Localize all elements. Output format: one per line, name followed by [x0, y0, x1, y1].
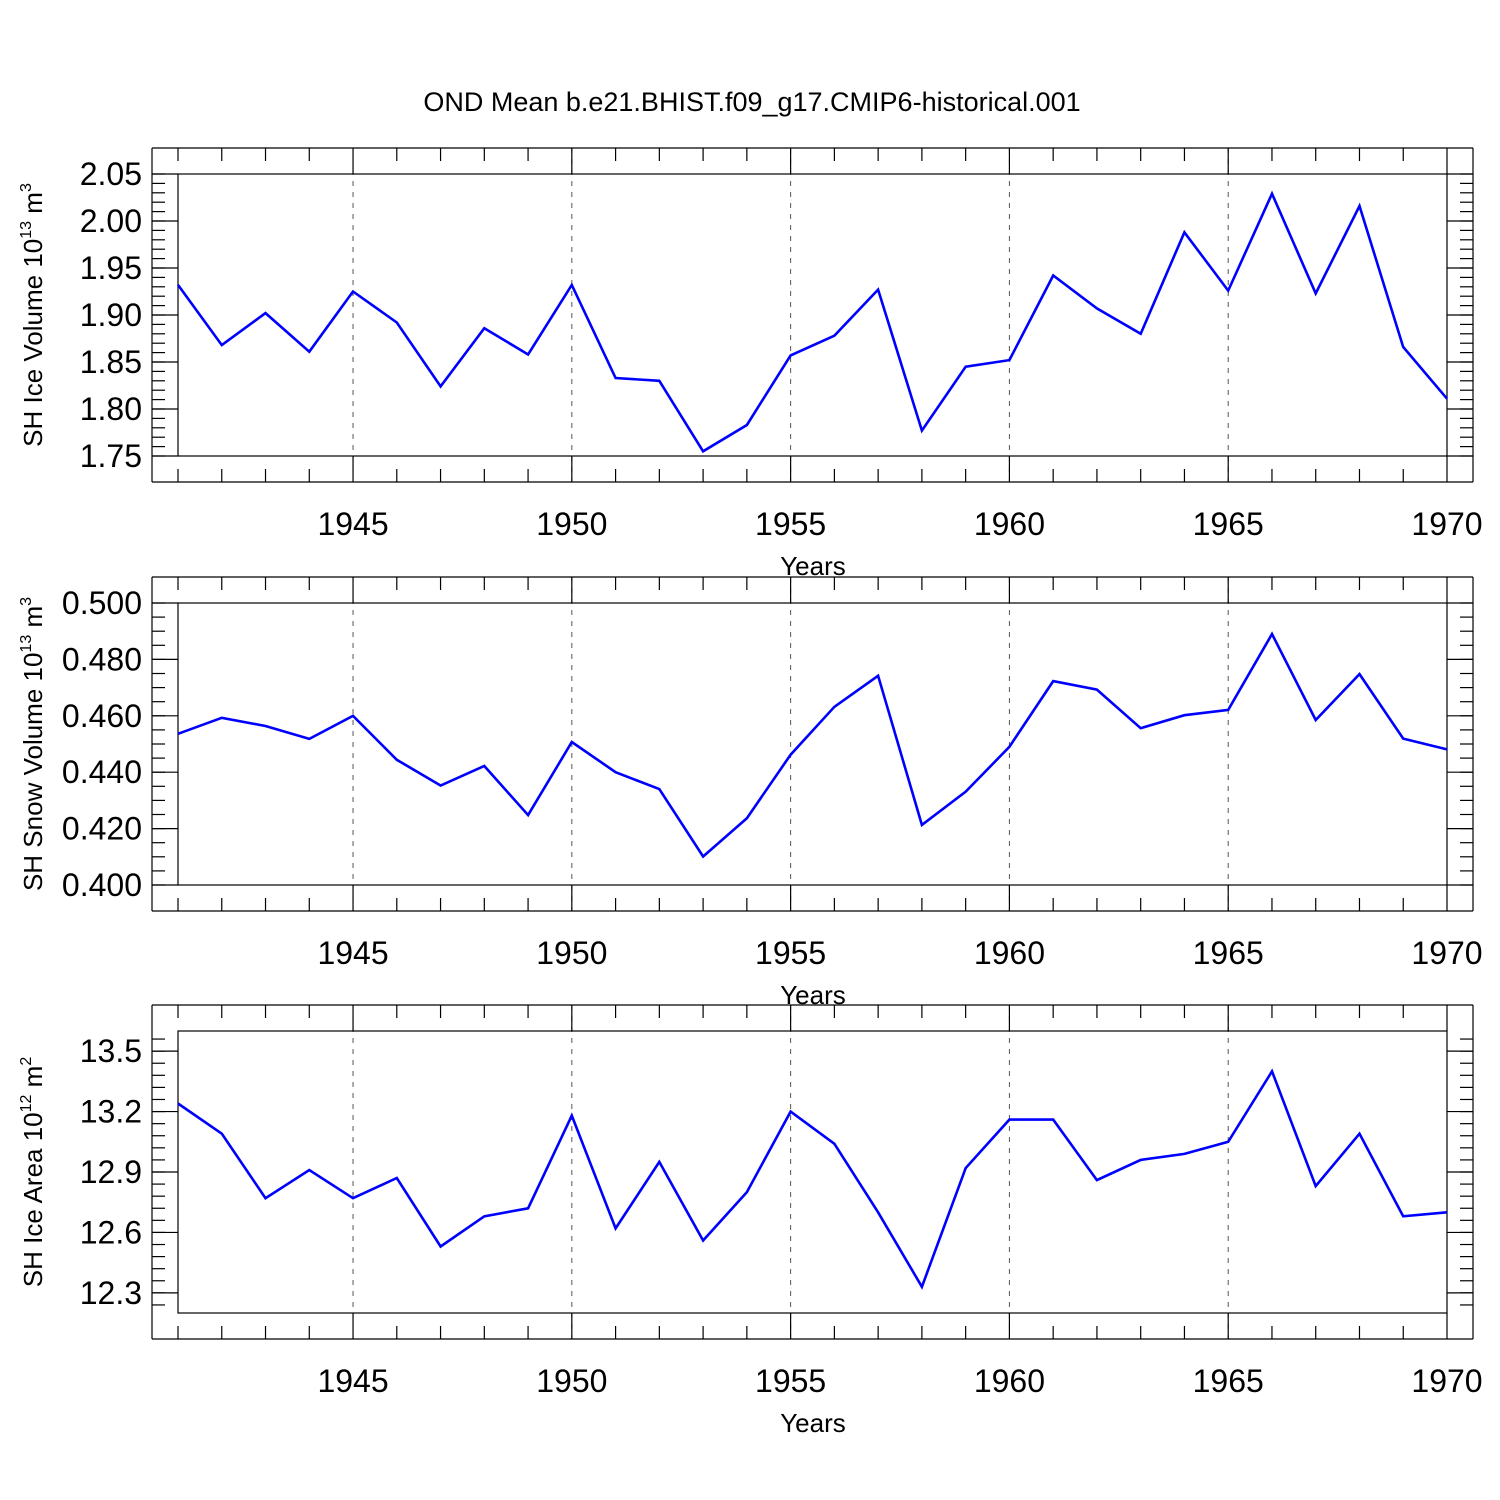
x-tick-label: 1960 [974, 506, 1045, 542]
x-tick-label: 1960 [974, 1363, 1045, 1399]
x-tick-label: 1965 [1193, 1363, 1264, 1399]
y-tick-label: 2.05 [80, 156, 142, 192]
x-tick-label: 1955 [755, 506, 826, 542]
y-tick-label: 0.480 [62, 641, 142, 677]
x-tick-label: 1945 [317, 935, 388, 971]
series-line-3 [177, 1068, 1448, 1290]
y-tick-label: 0.460 [62, 698, 142, 734]
x-tick-label: 1970 [1411, 1363, 1482, 1399]
y-tick-label: 1.75 [80, 438, 142, 474]
y-tick-label: 13.5 [80, 1033, 142, 1069]
y-tick-label: 13.2 [80, 1094, 142, 1130]
x-tick-label: 1945 [317, 506, 388, 542]
x-tick-label: 1955 [755, 935, 826, 971]
x-tick-label: 1970 [1411, 506, 1482, 542]
y-tick-label: 0.440 [62, 754, 142, 790]
chart-panel-2: 1945 1950 1955 1960 1965 1970Years0.4000.4200… [18, 576, 1483, 1010]
y-tick-label: 12.6 [80, 1214, 142, 1250]
chart-panel-1: 1945 1950 1955 1960 1965 1970 Years 1.75 1.80 1.8… [18, 147, 1483, 581]
y-tick-label: 12.3 [80, 1275, 142, 1311]
series-line-2 [177, 631, 1448, 859]
y-tick-label: 1.95 [80, 250, 142, 286]
plot-area-frame [177, 602, 1448, 886]
y-axis-title: SH Ice Area 1012 m2 [18, 1057, 48, 1288]
x-axis-title: Years [780, 1408, 846, 1438]
y-tick-label: 12.9 [80, 1154, 142, 1190]
y-axis-title: SH Snow Volume 1013 m3 [18, 597, 48, 891]
y-tick-label: 1.85 [80, 344, 142, 380]
x-tick-label: 1970 [1411, 935, 1482, 971]
x-tick-label: 1945 [317, 1363, 388, 1399]
y-tick-label: 1.80 [80, 391, 142, 427]
chart-panel-3: 1945 1950 1955 1960 1965 1970 Years 12.3 12.6 12.… [18, 1004, 1483, 1438]
x-tick-label: 1960 [974, 935, 1045, 971]
y-tick-label: 2.00 [80, 203, 142, 239]
series-line-1 [176, 190, 1448, 454]
x-tick-label: 1950 [536, 506, 607, 542]
y-tick-label: 0.420 [62, 811, 142, 847]
x-tick-label: 1950 [536, 935, 607, 971]
y-tick-label: 0.400 [62, 867, 142, 903]
x-tick-label: 1955 [755, 1363, 826, 1399]
chart-title: OND Mean b.e21.BHIST.f09_g17.CMIP6-histo… [423, 87, 1080, 117]
plot-area-frame [177, 1030, 1448, 1314]
y-tick-label: 0.500 [62, 585, 142, 621]
y-tick-label: 1.90 [80, 297, 142, 333]
x-tick-label: 1950 [536, 1363, 607, 1399]
y-axis-title: SH Ice Volume 1013 m3 [18, 183, 48, 447]
plot-area-frame [177, 173, 1448, 457]
x-axis-title: Years [780, 551, 846, 581]
x-tick-label: 1965 [1193, 506, 1264, 542]
x-tick-label: 1965 [1193, 935, 1264, 971]
